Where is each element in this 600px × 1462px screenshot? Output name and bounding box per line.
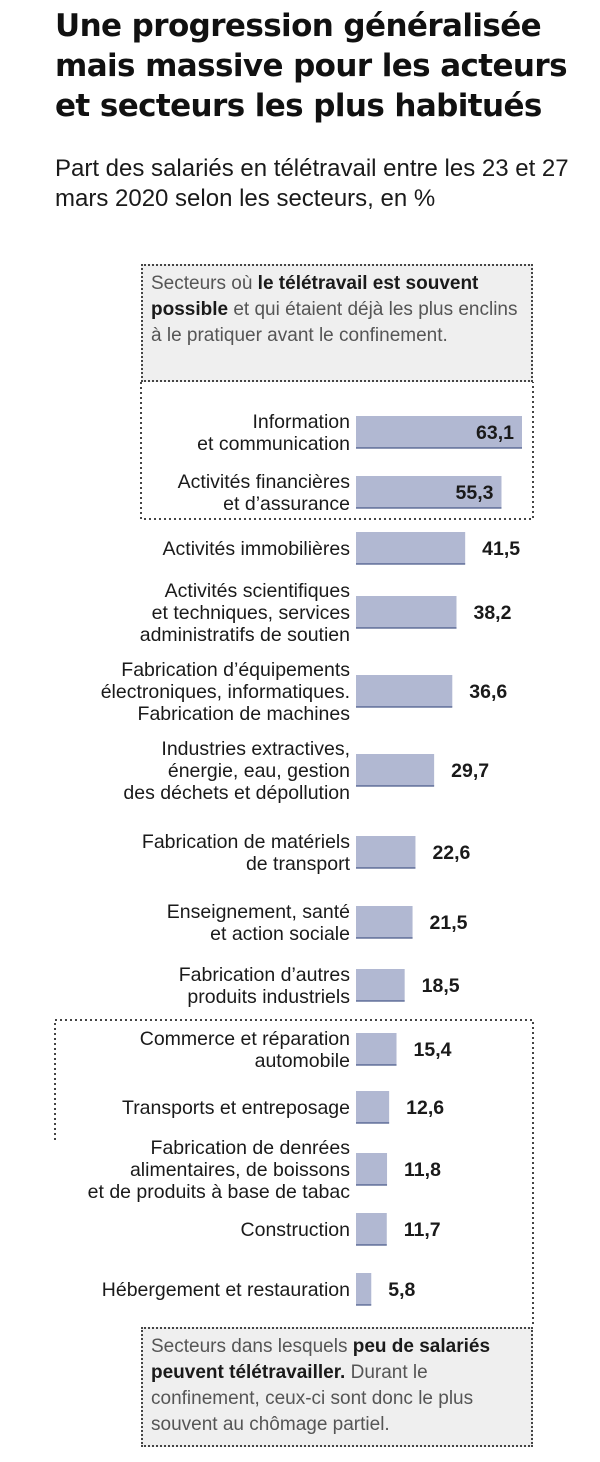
value-label: 18,5 bbox=[422, 975, 460, 997]
bar bbox=[356, 1153, 388, 1185]
category-label: Fabrication de matériels de transport bbox=[142, 831, 351, 875]
value-label: 38,2 bbox=[473, 602, 511, 624]
value-label: 41,5 bbox=[482, 538, 520, 560]
note-top-prefix: Secteurs où bbox=[151, 273, 258, 294]
bar bbox=[356, 836, 416, 868]
category-label: Commerce et réparation automobile bbox=[140, 1028, 350, 1072]
category-label: Fabrication d’autres produits industriels bbox=[179, 964, 351, 1008]
value-label: 36,6 bbox=[469, 681, 507, 703]
value-label: 55,3 bbox=[456, 482, 494, 504]
category-label: Activités immobilières bbox=[163, 538, 351, 560]
bar bbox=[356, 906, 413, 938]
category-label: Fabrication d’équipements électroniques, … bbox=[101, 659, 351, 725]
note-top-box: Secteurs où le télétravail est souvent p… bbox=[141, 264, 533, 382]
note-top-bold: le télétravail est souvent possible bbox=[151, 273, 479, 320]
note-bottom-bold: peu de salariés peuvent télétravailler. bbox=[151, 1336, 491, 1383]
note-top-suffix: et qui étaient déjà les plus enclins à l… bbox=[151, 299, 518, 346]
bar bbox=[356, 416, 522, 448]
bar bbox=[356, 754, 435, 786]
category-label: Enseignement, santé et action sociale bbox=[167, 901, 350, 945]
value-label: 22,6 bbox=[432, 842, 470, 864]
value-label: 63,1 bbox=[476, 422, 514, 444]
value-label: 29,7 bbox=[451, 760, 489, 782]
bar bbox=[356, 1091, 390, 1123]
category-label: Fabrication de denrées alimentaires, de b… bbox=[88, 1137, 351, 1203]
category-label: Construction bbox=[241, 1219, 350, 1241]
category-label: Industries extractives, énergie, eau, ges… bbox=[123, 738, 350, 804]
chart-subtitle: Part des salariés en télétravail entre l… bbox=[55, 155, 569, 212]
value-label: 11,8 bbox=[404, 1159, 441, 1181]
bar bbox=[356, 476, 502, 508]
bar bbox=[356, 969, 405, 1001]
category-label: Activités financières et d’assurance bbox=[178, 471, 351, 515]
category-label: Transports et entreposage bbox=[122, 1097, 350, 1119]
chart-title: Une progression généralisée mais massive… bbox=[55, 8, 568, 124]
note-bottom-suffix: Durant le confinement, ceux-ci sont donc… bbox=[151, 1362, 474, 1435]
category-label: Activités scientifiques et techniques, se… bbox=[140, 580, 351, 646]
value-label: 21,5 bbox=[430, 912, 468, 934]
bar bbox=[356, 675, 453, 707]
value-label: 11,7 bbox=[404, 1219, 441, 1241]
category-label: Hébergement et restauration bbox=[102, 1279, 350, 1301]
value-label: 15,4 bbox=[414, 1039, 452, 1061]
value-label: 5,8 bbox=[388, 1279, 415, 1301]
bar bbox=[356, 1273, 372, 1305]
category-label: Information et communication bbox=[197, 411, 350, 455]
bar bbox=[356, 532, 466, 564]
bar bbox=[356, 596, 457, 628]
note-bottom-box: Secteurs dans lesquels peu de salariés p… bbox=[141, 1327, 533, 1447]
value-label: 12,6 bbox=[406, 1097, 444, 1119]
note-bottom-prefix: Secteurs dans lesquels bbox=[151, 1336, 353, 1357]
bar-chart: 63,1 Information et communication 55,3 Activ… bbox=[88, 411, 522, 1306]
bar bbox=[356, 1213, 387, 1245]
bar bbox=[356, 1033, 397, 1065]
